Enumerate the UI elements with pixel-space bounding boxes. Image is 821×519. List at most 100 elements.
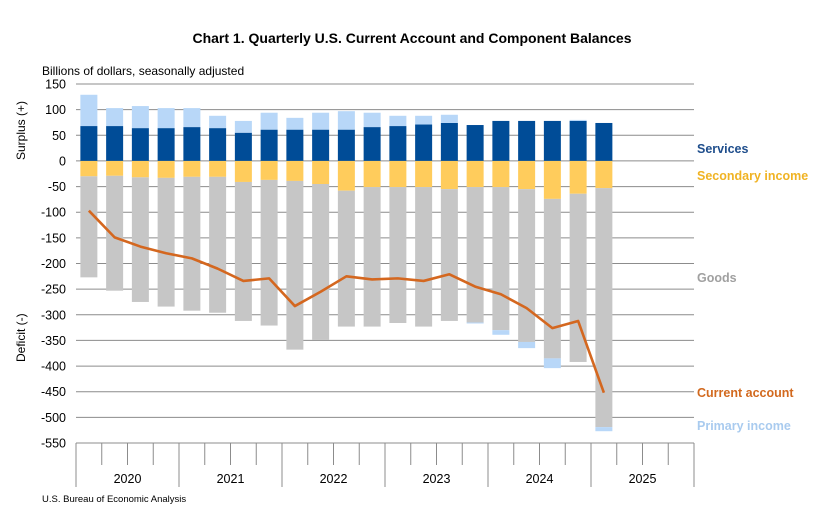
y-axis-label-deficit: Deficit (-) [14, 313, 28, 362]
bar-primary-income [260, 112, 278, 130]
bar-secondary-income [440, 160, 458, 190]
y-tick-label: -150 [41, 231, 66, 245]
bar-primary-income [312, 112, 330, 130]
bar-primary-income [466, 322, 484, 324]
bar-services [363, 127, 381, 161]
x-year-label: 2021 [217, 472, 245, 486]
bar-goods [131, 177, 149, 302]
bar-primary-income [440, 114, 458, 123]
bar-services [543, 120, 561, 161]
bar-secondary-income [569, 160, 587, 194]
bar-primary-income [131, 106, 149, 129]
x-year-label: 2023 [423, 472, 451, 486]
bar-services [389, 126, 407, 161]
bar-primary-income [595, 427, 613, 432]
y-tick-label: -350 [41, 334, 66, 348]
y-tick-label: 0 [59, 154, 66, 168]
bar-services [595, 122, 613, 161]
legend-current-account: Current account [697, 386, 794, 400]
bar-primary-income [286, 117, 304, 130]
bar-secondary-income [363, 160, 381, 188]
bar-primary-income [234, 120, 252, 133]
y-tick-label: -500 [41, 411, 66, 425]
y-tick-label: 50 [52, 129, 66, 143]
bar-goods [157, 177, 175, 307]
bar-primary-income [492, 330, 510, 335]
bar-secondary-income [157, 160, 175, 178]
bar-goods [492, 187, 510, 331]
bar-primary-income [569, 119, 587, 121]
bar-secondary-income [209, 160, 227, 177]
bar-primary-income [363, 112, 381, 128]
x-year-label: 2020 [114, 472, 142, 486]
bar-primary-income [415, 115, 433, 125]
x-year-label: 2022 [320, 472, 348, 486]
bar-secondary-income [234, 160, 252, 182]
y-tick-label: -450 [41, 385, 66, 399]
bar-services [518, 120, 536, 161]
bar-goods [106, 175, 124, 291]
bar-services [106, 126, 124, 161]
bar-secondary-income [492, 160, 510, 188]
bar-goods [80, 176, 98, 278]
bar-secondary-income [312, 160, 330, 185]
bar-secondary-income [183, 160, 201, 177]
bar-primary-income [157, 108, 175, 129]
bar-secondary-income [337, 160, 355, 191]
bar-services [312, 129, 330, 161]
legend-services: Services [697, 142, 748, 156]
legend-primary-income: Primary income [697, 419, 791, 433]
x-year-label: 2025 [629, 472, 657, 486]
y-tick-label: -200 [41, 257, 66, 271]
bar-primary-income [209, 115, 227, 129]
bar-primary-income [518, 341, 536, 349]
bar-secondary-income [286, 160, 304, 181]
legend-goods: Goods [697, 271, 737, 285]
bar-secondary-income [80, 160, 98, 177]
bar-services [415, 124, 433, 161]
bar-primary-income [389, 115, 407, 127]
bar-goods [595, 188, 613, 428]
y-tick-label: -100 [41, 206, 66, 220]
bar-services [234, 132, 252, 161]
y-tick-label: -400 [41, 360, 66, 374]
source-note: U.S. Bureau of Economic Analysis [42, 494, 186, 505]
chart-subtitle: Billions of dollars, seasonally adjusted [42, 64, 244, 78]
chart-title: Chart 1. Quarterly U.S. Current Account … [192, 30, 631, 46]
bar-secondary-income [106, 160, 124, 176]
bar-goods [209, 176, 227, 313]
bar-secondary-income [260, 160, 278, 180]
bar-services [569, 120, 587, 161]
bar-goods [569, 193, 587, 362]
bar-goods [415, 187, 433, 327]
bar-goods [389, 187, 407, 323]
bar-goods [363, 187, 381, 327]
bar-services [337, 129, 355, 161]
bar-services [157, 128, 175, 161]
bar-services [80, 126, 98, 161]
bar-services [183, 127, 201, 161]
y-tick-label: -250 [41, 283, 66, 297]
bar-primary-income [80, 94, 98, 127]
bar-services [260, 129, 278, 161]
bar-primary-income [183, 108, 201, 128]
bar-secondary-income [415, 160, 433, 188]
y-tick-label: -300 [41, 308, 66, 322]
y-axis-label-surplus: Surplus (+) [14, 101, 28, 160]
bar-primary-income [337, 111, 355, 130]
bar-secondary-income [466, 160, 484, 188]
bar-goods [337, 190, 355, 327]
y-tick-label: 100 [45, 103, 66, 117]
bar-goods [312, 184, 330, 340]
bar-goods [518, 189, 536, 342]
bar-primary-income [543, 358, 561, 369]
y-tick-label: -550 [41, 437, 66, 451]
bar-secondary-income [543, 160, 561, 199]
bar-services [209, 128, 227, 161]
bar-services [492, 120, 510, 161]
bar-goods [234, 181, 252, 321]
legend-secondary-income: Secondary income [697, 169, 808, 183]
bar-goods [286, 180, 304, 350]
